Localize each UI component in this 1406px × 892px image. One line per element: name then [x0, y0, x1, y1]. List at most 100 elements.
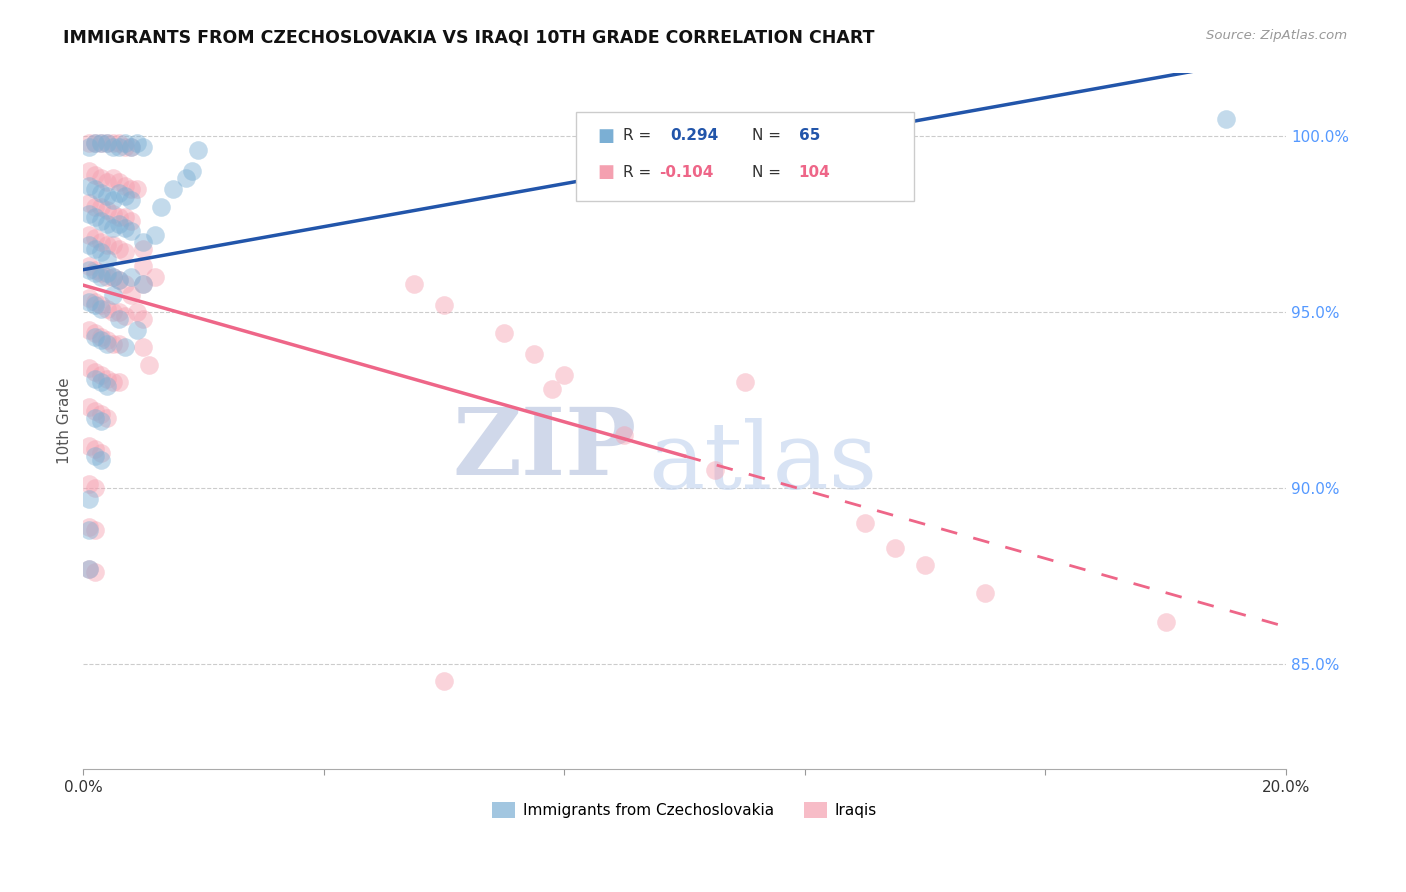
- Point: [96, 136, 118, 151]
- Point: [90, 213, 112, 227]
- Point: [84, 410, 107, 425]
- Point: [120, 213, 142, 227]
- Point: [84, 450, 107, 464]
- Point: [84, 182, 107, 196]
- Point: [79, 323, 101, 337]
- Point: [84, 326, 107, 341]
- Point: [90, 298, 112, 312]
- Point: [884, 541, 907, 555]
- Point: [553, 368, 575, 383]
- Point: [114, 309, 136, 323]
- Point: [90, 186, 112, 200]
- Point: [523, 347, 546, 361]
- Point: [96, 333, 118, 347]
- Text: R =: R =: [623, 165, 657, 179]
- Point: [103, 305, 125, 319]
- Point: [108, 273, 131, 287]
- Point: [90, 453, 112, 467]
- Point: [96, 301, 118, 316]
- Point: [108, 336, 131, 351]
- Point: [103, 287, 125, 301]
- Point: [145, 269, 167, 284]
- Point: [103, 207, 125, 221]
- Point: [84, 481, 107, 495]
- Point: [84, 566, 107, 580]
- Point: [103, 336, 125, 351]
- Point: [108, 242, 131, 256]
- Point: [150, 200, 173, 214]
- Text: 0.294: 0.294: [671, 128, 718, 143]
- Point: [96, 410, 118, 425]
- Point: [79, 562, 101, 576]
- Point: [132, 140, 155, 154]
- Point: [103, 376, 125, 390]
- Point: [108, 186, 131, 200]
- Point: [96, 238, 118, 252]
- Text: Source: ZipAtlas.com: Source: ZipAtlas.com: [1206, 29, 1347, 42]
- Point: [84, 136, 107, 151]
- Point: [103, 220, 125, 235]
- Point: [90, 136, 112, 151]
- Point: [90, 376, 112, 390]
- Point: [114, 136, 136, 151]
- Point: [79, 260, 101, 274]
- Point: [84, 242, 107, 256]
- Point: [108, 217, 131, 231]
- Point: [114, 220, 136, 235]
- Point: [79, 491, 101, 506]
- Point: [90, 200, 112, 214]
- Point: [120, 269, 142, 284]
- Point: [84, 200, 107, 214]
- Point: [84, 294, 107, 309]
- Point: [180, 164, 202, 178]
- Point: [120, 140, 142, 154]
- Point: [734, 376, 756, 390]
- Point: [108, 175, 131, 189]
- Point: [103, 269, 125, 284]
- Point: [114, 189, 136, 203]
- Point: [120, 287, 142, 301]
- Point: [162, 182, 184, 196]
- Point: [90, 235, 112, 249]
- Text: N =: N =: [752, 165, 786, 179]
- Point: [79, 400, 101, 414]
- Point: [108, 312, 131, 326]
- Point: [127, 305, 149, 319]
- Point: [90, 446, 112, 460]
- Point: [96, 203, 118, 218]
- Point: [541, 383, 564, 397]
- Point: [96, 372, 118, 386]
- Point: [132, 235, 155, 249]
- Point: [96, 136, 118, 151]
- Point: [90, 333, 112, 347]
- Point: [114, 140, 136, 154]
- Text: atlas: atlas: [648, 418, 877, 508]
- Point: [114, 245, 136, 260]
- Point: [96, 379, 118, 393]
- Point: [402, 277, 425, 291]
- Point: [914, 558, 936, 573]
- Point: [120, 182, 142, 196]
- Point: [84, 136, 107, 151]
- Point: [79, 227, 101, 242]
- Point: [114, 277, 136, 291]
- Text: 104: 104: [799, 165, 831, 179]
- Point: [96, 189, 118, 203]
- Point: [79, 361, 101, 376]
- Point: [613, 428, 636, 442]
- Point: [108, 305, 131, 319]
- Point: [90, 414, 112, 428]
- Text: 65: 65: [799, 128, 820, 143]
- Point: [84, 267, 107, 281]
- Point: [145, 227, 167, 242]
- Point: [79, 238, 101, 252]
- Point: [90, 267, 112, 281]
- Point: [79, 164, 101, 178]
- Text: R =: R =: [623, 128, 657, 143]
- Point: [187, 144, 209, 158]
- Point: [84, 365, 107, 379]
- Point: [84, 372, 107, 386]
- Point: [84, 298, 107, 312]
- Point: [79, 140, 101, 154]
- Point: [79, 196, 101, 211]
